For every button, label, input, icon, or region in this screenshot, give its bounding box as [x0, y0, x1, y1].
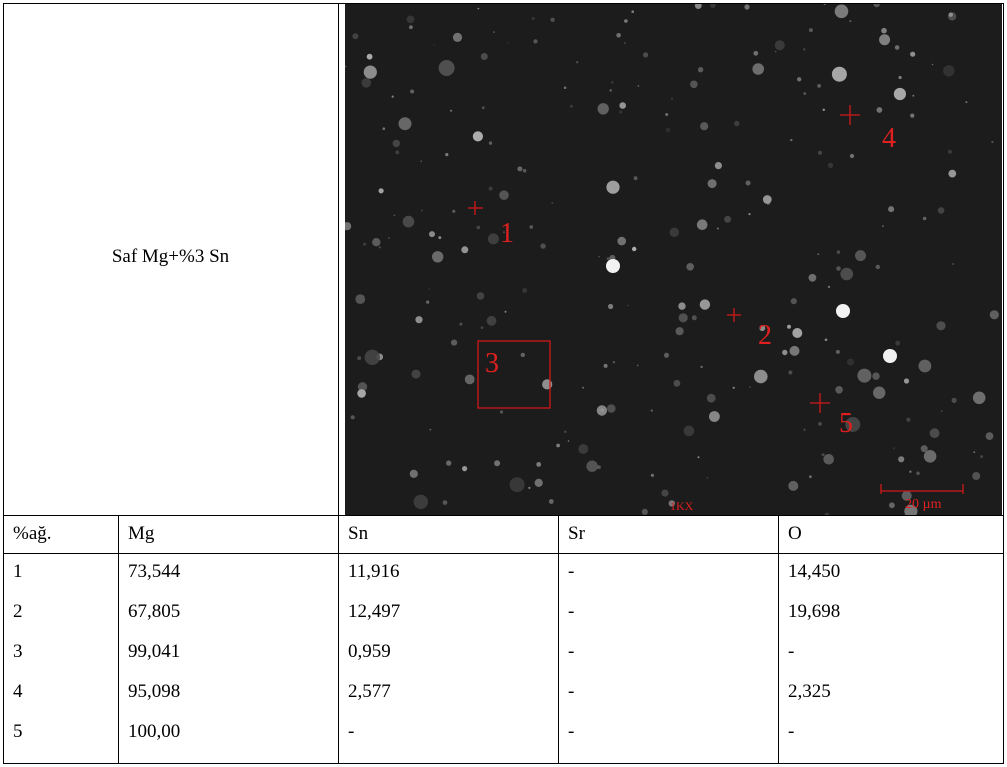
- table-cell: 2,325: [788, 681, 831, 703]
- header-cell: O: [788, 523, 802, 545]
- table-cell: -: [788, 641, 794, 663]
- header-cell: Mg: [128, 523, 154, 545]
- border: [778, 515, 779, 764]
- table-cell: 12,497: [348, 601, 400, 623]
- page: Saf Mg+%3 Sn 1 2 3 4 5 1KX 20 µm %ağ. Mg Sn Sr O 1 7…: [0, 0, 1007, 767]
- table-cell: 100,00: [128, 721, 180, 743]
- table-cell: 2,577: [348, 681, 391, 703]
- table-cell: 67,805: [128, 601, 180, 623]
- table-cell: -: [568, 681, 574, 703]
- sample-label: Saf Mg+%3 Sn: [3, 246, 338, 268]
- table-cell: -: [348, 721, 354, 743]
- table-cell: -: [788, 721, 794, 743]
- table-cell: -: [568, 721, 574, 743]
- table: Saf Mg+%3 Sn 1 2 3 4 5 1KX 20 µm %ağ. Mg Sn Sr O 1 7…: [3, 3, 1004, 764]
- table-cell: 19,698: [788, 601, 840, 623]
- table-cell: 95,098: [128, 681, 180, 703]
- marker-label: 2: [758, 320, 772, 351]
- header-cell: %ağ.: [13, 523, 52, 545]
- border: [3, 515, 1004, 516]
- magnification: 1KX: [670, 499, 694, 513]
- border: [338, 3, 339, 764]
- marker-label: 4: [882, 123, 896, 154]
- border: [558, 515, 559, 764]
- border: [3, 553, 1004, 554]
- border: [1003, 3, 1004, 764]
- header-cell: Sr: [568, 523, 585, 545]
- header-cell: Sn: [348, 523, 368, 545]
- marker-label: 5: [839, 408, 853, 439]
- table-cell: -: [568, 561, 574, 583]
- table-cell: 14,450: [788, 561, 840, 583]
- table-cell: 73,544: [128, 561, 180, 583]
- marker-label: 1: [500, 218, 514, 249]
- table-cell: -: [568, 601, 574, 623]
- table-cell: 4: [13, 681, 23, 703]
- table-cell: 11,916: [348, 561, 400, 583]
- table-cell: 1: [13, 561, 23, 583]
- border: [118, 515, 119, 764]
- sem-image: 1 2 3 4 5 1KX 20 µm: [345, 4, 1002, 515]
- table-cell: 3: [13, 641, 23, 663]
- scale-bar: 20 µm: [905, 497, 942, 512]
- table-cell: 2: [13, 601, 23, 623]
- table-cell: 99,041: [128, 641, 180, 663]
- table-cell: 0,959: [348, 641, 391, 663]
- table-cell: 5: [13, 721, 23, 743]
- table-cell: -: [568, 641, 574, 663]
- border: [3, 3, 4, 764]
- border: [3, 763, 1004, 764]
- image-background: [345, 4, 1002, 515]
- marker-label: 3: [485, 348, 499, 379]
